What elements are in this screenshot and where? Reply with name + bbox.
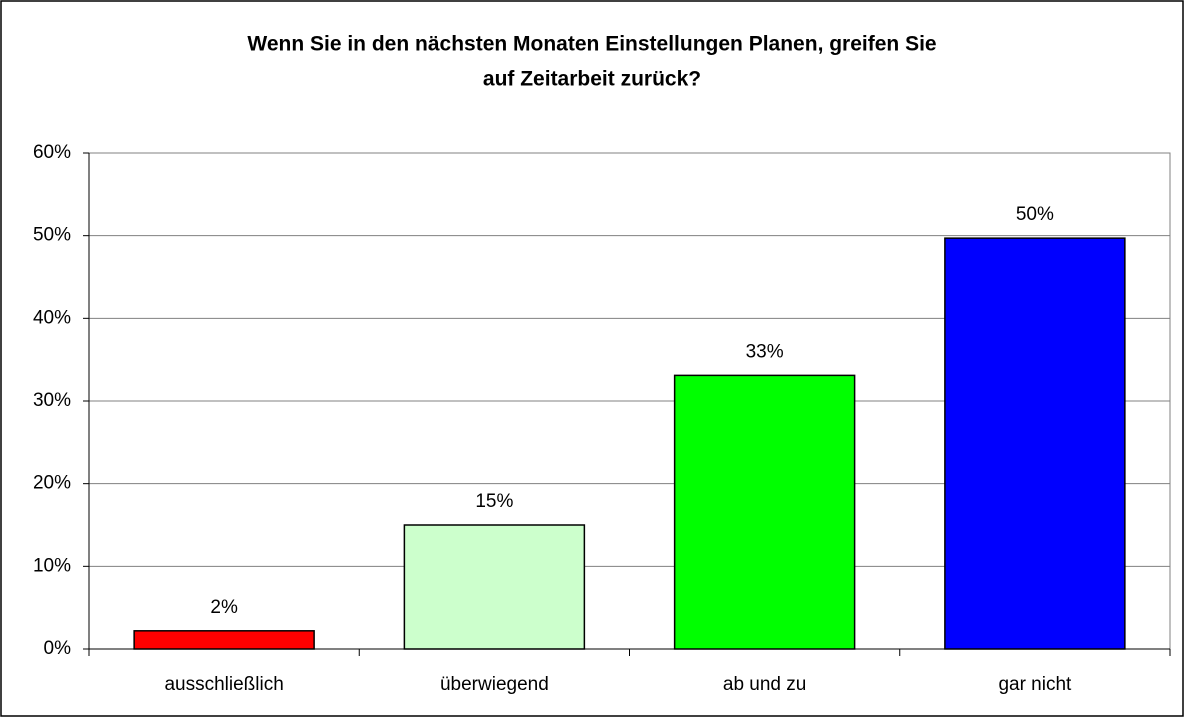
- y-tick-label: 50%: [33, 225, 71, 246]
- y-tick-label: 0%: [44, 638, 72, 659]
- data-label: 15%: [475, 491, 513, 512]
- y-tick-label: 40%: [33, 307, 71, 328]
- y-tick-label: 10%: [33, 555, 71, 576]
- y-tick-label: 60%: [33, 142, 71, 163]
- bar: [673, 374, 856, 650]
- x-tick-label: überwiegend: [440, 674, 549, 695]
- chart-title: Wenn Sie in den nächsten Monaten Einstel…: [247, 33, 936, 56]
- bar: [944, 237, 1126, 650]
- data-label: 33%: [746, 341, 784, 362]
- data-label: 50%: [1016, 204, 1054, 225]
- bar: [133, 630, 315, 650]
- x-tick-label: ausschließlich: [164, 674, 283, 695]
- data-label: 2%: [210, 597, 238, 618]
- x-tick-label: gar nicht: [998, 674, 1072, 695]
- bar: [403, 524, 586, 650]
- y-tick-label: 30%: [33, 390, 71, 411]
- x-tick-label: ab und zu: [723, 674, 806, 695]
- y-tick-label: 20%: [33, 473, 71, 494]
- chart-title: auf Zeitarbeit zurück?: [483, 68, 701, 91]
